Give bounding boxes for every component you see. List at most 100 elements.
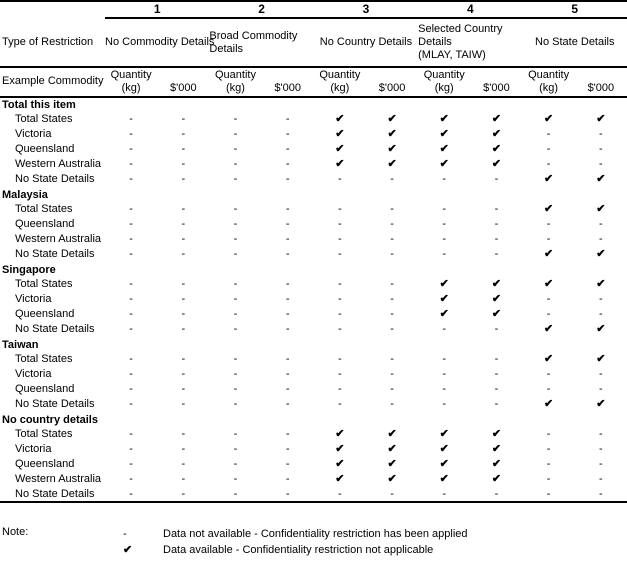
dash-mark: -	[181, 473, 186, 485]
dash-mark: -	[390, 383, 394, 395]
dash-mark: -	[338, 173, 342, 185]
check-mark: ✔	[335, 473, 345, 485]
section-title: Malaysia	[2, 188, 48, 201]
dash-mark: -	[599, 383, 603, 395]
dash-mark: -	[442, 383, 447, 395]
dash-mark: -	[442, 203, 447, 215]
check-mark: ✔	[439, 308, 449, 320]
dash-mark: -	[285, 473, 290, 485]
dash-mark: -	[338, 203, 342, 215]
dash-mark: -	[390, 173, 394, 185]
check-mark: ✔	[491, 308, 502, 320]
dash-mark: -	[599, 233, 603, 245]
dash-mark: -	[129, 308, 133, 320]
subheader-row: Example Commodity Quantity (kg) $'000 Qu…	[0, 67, 627, 98]
group-label-no-commodity-details: No Commodity Details	[105, 18, 214, 68]
dash-mark: -	[129, 487, 133, 500]
dash-mark: -	[181, 428, 186, 440]
dash-mark: -	[129, 173, 133, 185]
check-mark: ✔	[544, 113, 554, 125]
dash-mark: -	[390, 323, 394, 335]
dash-mark: -	[599, 128, 603, 140]
dash-mark: -	[181, 458, 186, 470]
dash-mark: -	[285, 458, 290, 470]
col1-value-header: $'000	[157, 67, 210, 98]
check-mark: ✔	[491, 443, 502, 455]
row-label: No State Details	[15, 248, 95, 260]
check-mark: ✔	[544, 173, 554, 185]
dash-mark: -	[390, 203, 394, 215]
type-of-restriction-label: Type of Restriction	[0, 18, 106, 68]
dash-mark: -	[285, 383, 290, 395]
group-label-selected-country-details: Selected Country Details (MLAY, TAIW)	[418, 18, 523, 68]
group-number-3: 3	[313, 1, 419, 19]
table-row: No State Details - - - - - - - - - -	[0, 487, 627, 502]
check-mark: ✔	[387, 128, 397, 140]
dash-mark: -	[129, 143, 133, 155]
table-row: Queensland - - - - ✔ ✔ ✔ ✔ - -	[0, 457, 627, 472]
dash-mark: -	[285, 203, 290, 215]
dash-mark: -	[442, 248, 447, 260]
dash-mark: -	[599, 428, 603, 440]
table-row: Victoria - - - - ✔ ✔ ✔ ✔ - -	[0, 127, 627, 142]
check-mark: ✔	[491, 113, 502, 125]
dash-mark: -	[129, 233, 133, 245]
dash-mark: -	[233, 323, 238, 335]
dash-mark: -	[181, 443, 186, 455]
row-label: Victoria	[15, 443, 52, 455]
check-mark: ✔	[335, 128, 345, 140]
dash-mark: -	[390, 278, 394, 290]
dash-mark: -	[599, 143, 603, 155]
check-mark: ✔	[491, 428, 502, 440]
dash-mark: -	[233, 487, 238, 500]
dash-mark: -	[129, 218, 133, 230]
col3-quantity-header: Quantity (kg)	[313, 67, 366, 98]
dash-mark: -	[181, 368, 186, 380]
group-number-4: 4	[418, 1, 523, 19]
check-mark: ✔	[544, 353, 554, 365]
dash-mark: -	[129, 278, 133, 290]
check-mark: ✔	[439, 158, 449, 170]
dash-mark: -	[494, 233, 499, 245]
dash-mark: -	[129, 443, 133, 455]
dash-mark: -	[442, 353, 447, 365]
dash-mark: -	[233, 293, 238, 305]
note-line-check: ✔ Data available - Confidentiality restr…	[123, 542, 468, 558]
dash-mark: -	[285, 233, 290, 245]
dash-mark: -	[546, 383, 551, 395]
dash-mark: -	[129, 473, 133, 485]
dash-mark: -	[494, 368, 499, 380]
dash-mark: -	[390, 398, 394, 410]
check-mark: ✔	[439, 443, 449, 455]
dash-mark: -	[285, 248, 290, 260]
dash-mark: -	[442, 398, 447, 410]
dash-mark: -	[129, 113, 133, 125]
dash-mark: -	[546, 428, 551, 440]
check-mark: ✔	[491, 458, 502, 470]
example-commodity-label: Example Commodity	[0, 67, 106, 98]
row-label: Total States	[15, 278, 73, 290]
check-mark: ✔	[387, 143, 397, 155]
dash-mark: -	[285, 143, 290, 155]
group-number-1: 1	[105, 1, 210, 19]
dash-mark: -	[338, 323, 342, 335]
table-row: Queensland - - - - - - ✔ ✔ - -	[0, 307, 627, 322]
dash-mark: -	[390, 487, 394, 500]
dash-mark: -	[546, 308, 551, 320]
dash-mark: -	[233, 383, 238, 395]
row-label: Total States	[15, 113, 73, 125]
col2-quantity-header: Quantity (kg)	[209, 67, 262, 98]
check-mark: ✔	[491, 473, 502, 485]
group-number-2: 2	[209, 1, 314, 19]
dash-mark: -	[494, 248, 499, 260]
dash-mark: -	[599, 218, 603, 230]
dash-mark: -	[181, 233, 186, 245]
table-row: No State Details - - - - - - - - ✔ ✔	[0, 247, 627, 262]
dash-mark: -	[494, 173, 499, 185]
check-symbol: ✔	[123, 543, 133, 556]
group-number-5: 5	[522, 1, 627, 19]
row-label: Western Australia	[15, 158, 102, 170]
check-mark: ✔	[439, 473, 449, 485]
dash-mark: -	[390, 218, 394, 230]
section-header-row: Malaysia	[0, 187, 627, 202]
